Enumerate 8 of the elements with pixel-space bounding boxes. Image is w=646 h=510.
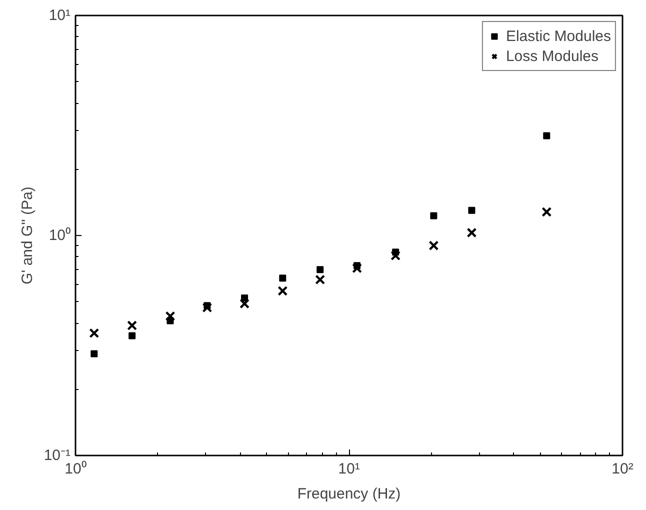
legend-label: Elastic Modules	[506, 28, 611, 44]
y-tick-label: 10⁰	[48, 227, 71, 244]
x-tick-label: 10¹	[338, 460, 360, 478]
y-axis-title: G' and G'' (Pa)	[18, 186, 36, 284]
y-tick-label: 10¹	[48, 7, 71, 24]
x-axis-title: Frequency (Hz)	[297, 486, 401, 502]
x-tick-label: 10²	[612, 460, 634, 478]
legend-label: Loss Modules	[506, 48, 599, 64]
